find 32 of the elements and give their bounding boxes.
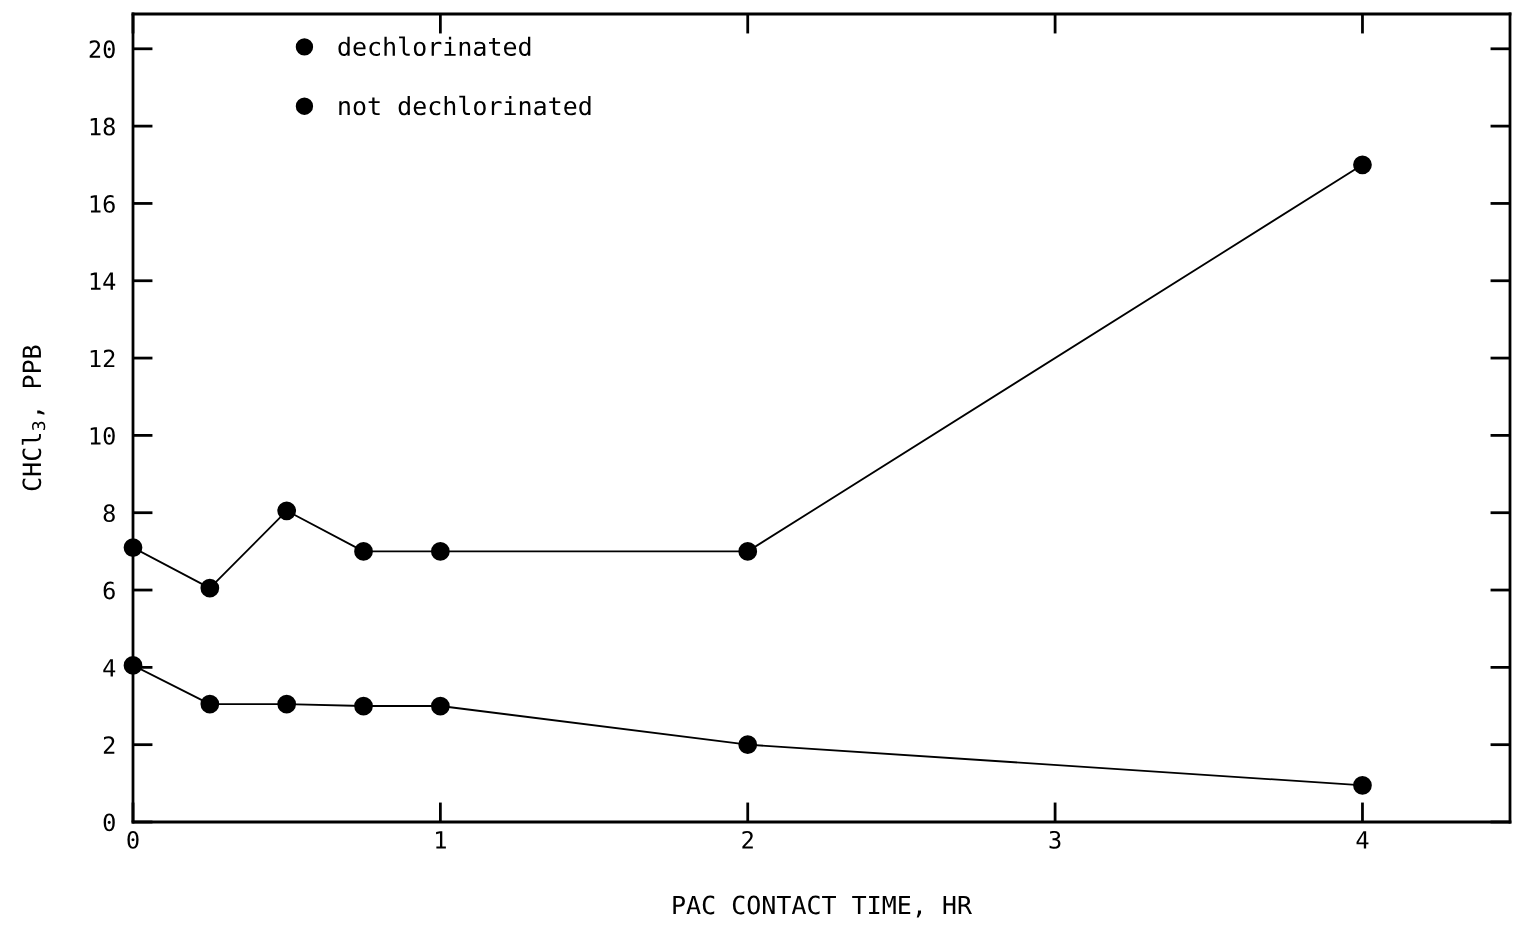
- y-tick-label: 18: [90, 117, 115, 136]
- point: [1353, 775, 1372, 795]
- point: [277, 501, 297, 521]
- x-tick-label: 1: [436, 831, 446, 849]
- y-tick-label: 8: [103, 504, 115, 523]
- y-tick-label: 16: [90, 194, 115, 213]
- y-tick-label: 20: [89, 40, 115, 59]
- point: [354, 696, 373, 716]
- legend-label: not dechlorinated: [339, 95, 591, 116]
- point: [738, 735, 758, 755]
- x-tick-label: 4: [1356, 831, 1369, 849]
- x-axis-title: PAC CONTACT TIME, HR: [673, 895, 973, 918]
- y-tick-label: 0: [103, 813, 115, 832]
- y-tick-label: 12: [90, 349, 115, 368]
- point: [354, 542, 373, 561]
- point: [277, 694, 297, 714]
- x-tick-label: 2: [742, 830, 753, 849]
- y-tick-label: 2: [103, 736, 115, 754]
- x-tick-label: 3: [1049, 830, 1061, 849]
- legend-label: dechlorinated: [338, 36, 531, 56]
- x-tick-label: 0: [127, 830, 139, 849]
- y-tick-label: 4: [103, 659, 116, 677]
- point: [430, 542, 450, 561]
- y-tick-label: 14: [90, 272, 116, 290]
- point: [430, 696, 450, 716]
- point: [200, 694, 220, 714]
- point: [1353, 155, 1372, 175]
- y-tick-label: 6: [103, 581, 115, 600]
- point: [200, 578, 220, 598]
- y-axis-title: CHCl$_{3}$, PPB: [21, 345, 46, 491]
- y-tick-label: 10: [90, 426, 115, 445]
- point: [738, 542, 758, 561]
